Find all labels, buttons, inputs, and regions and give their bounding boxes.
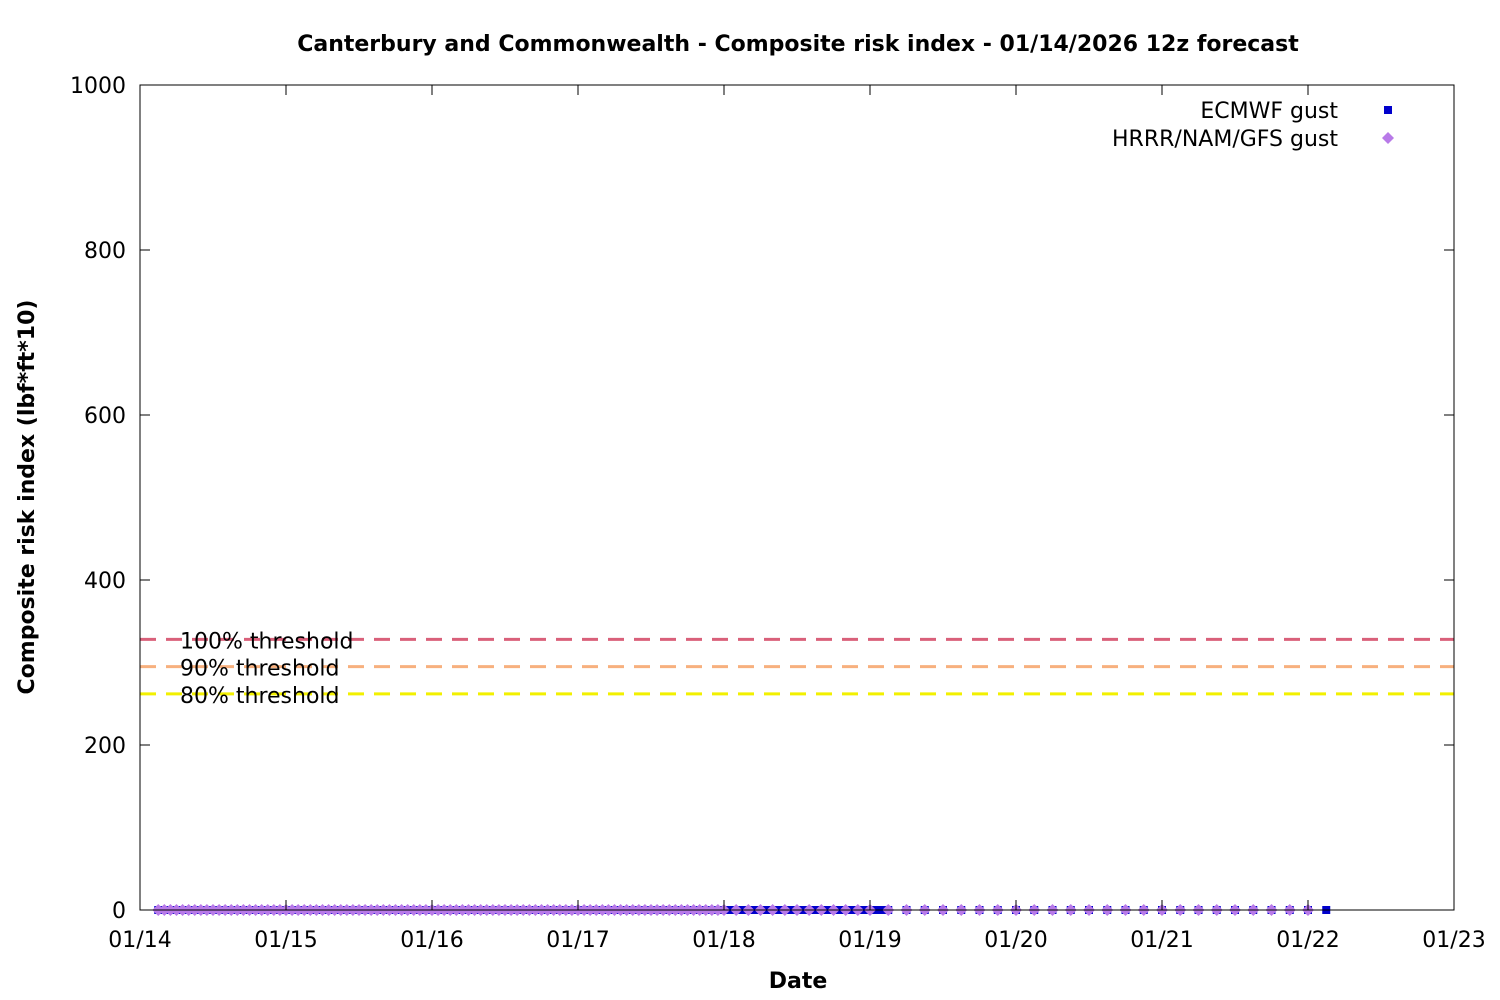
legend-label: ECMWF gust (1200, 99, 1338, 124)
y-tick-label: 0 (112, 899, 126, 924)
y-tick-label: 200 (84, 734, 126, 759)
legend-marker (1384, 106, 1392, 114)
legend-label: HRRR/NAM/GFS gust (1112, 127, 1338, 152)
y-tick-label: 400 (84, 569, 126, 594)
x-tick-label: 01/21 (1130, 928, 1193, 953)
x-tick-label: 01/22 (1276, 928, 1339, 953)
x-tick-label: 01/16 (400, 928, 463, 953)
plot-frame (139, 84, 1455, 911)
y-axis-label: Composite risk index (lbf*ft*10) (15, 300, 40, 695)
x-tick-label: 01/18 (692, 928, 755, 953)
x-tick-label: 01/17 (546, 928, 609, 953)
x-tick-label: 01/19 (838, 928, 901, 953)
legend-marker (1382, 132, 1394, 144)
x-tick-label: 01/14 (108, 928, 171, 953)
x-tick-label: 01/23 (1422, 928, 1485, 953)
chart-title: Canterbury and Commonwealth - Composite … (297, 32, 1299, 57)
threshold-label: 80% threshold (180, 684, 340, 709)
y-axis: 0 200 400 600 800 1000 (70, 74, 1454, 924)
threshold-label: 90% threshold (180, 657, 340, 682)
x-axis: 01/14 01/15 01/16 01/17 01/18 01/19 01/20 01/21… (108, 85, 1486, 953)
x-axis-label: Date (769, 969, 828, 994)
y-tick-label: 600 (84, 404, 126, 429)
y-tick-label: 800 (84, 239, 126, 264)
x-tick-label: 01/15 (254, 928, 317, 953)
legend: ECMWF gust HRRR/NAM/GFS gust (1112, 99, 1394, 152)
threshold-label: 100% threshold (180, 629, 354, 654)
y-tick-label: 1000 (70, 74, 126, 99)
x-tick-label: 01/20 (984, 928, 1047, 953)
